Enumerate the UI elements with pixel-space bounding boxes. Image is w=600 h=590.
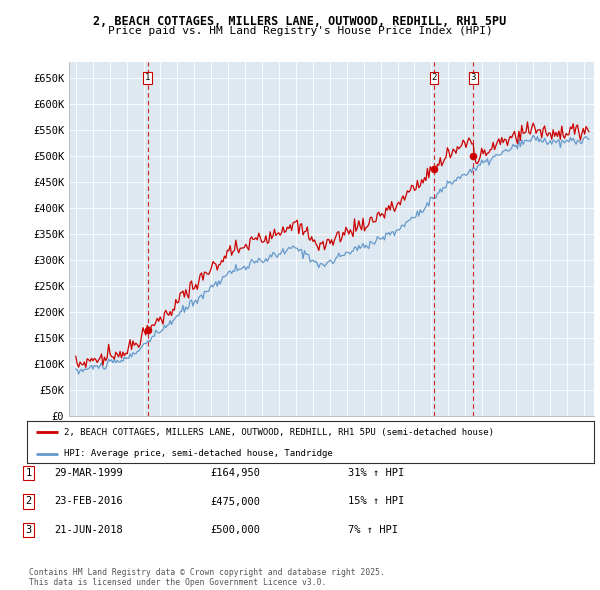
Text: 23-FEB-2016: 23-FEB-2016	[54, 497, 123, 506]
Text: £500,000: £500,000	[210, 525, 260, 535]
Text: 2, BEACH COTTAGES, MILLERS LANE, OUTWOOD, REDHILL, RH1 5PU: 2, BEACH COTTAGES, MILLERS LANE, OUTWOOD…	[94, 15, 506, 28]
Text: £164,950: £164,950	[210, 468, 260, 478]
Text: 1: 1	[145, 73, 150, 83]
Text: 31% ↑ HPI: 31% ↑ HPI	[348, 468, 404, 478]
Text: 3: 3	[26, 525, 32, 535]
Text: 2, BEACH COTTAGES, MILLERS LANE, OUTWOOD, REDHILL, RH1 5PU (semi-detached house): 2, BEACH COTTAGES, MILLERS LANE, OUTWOOD…	[64, 428, 494, 437]
Text: 3: 3	[470, 73, 476, 83]
Text: 2: 2	[26, 497, 32, 506]
Text: 7% ↑ HPI: 7% ↑ HPI	[348, 525, 398, 535]
Text: 1: 1	[26, 468, 32, 478]
Text: 2: 2	[431, 73, 437, 83]
Text: 29-MAR-1999: 29-MAR-1999	[54, 468, 123, 478]
Text: 15% ↑ HPI: 15% ↑ HPI	[348, 497, 404, 506]
Text: Contains HM Land Registry data © Crown copyright and database right 2025.
This d: Contains HM Land Registry data © Crown c…	[29, 568, 385, 587]
Text: £475,000: £475,000	[210, 497, 260, 506]
Text: Price paid vs. HM Land Registry's House Price Index (HPI): Price paid vs. HM Land Registry's House …	[107, 26, 493, 36]
Text: HPI: Average price, semi-detached house, Tandridge: HPI: Average price, semi-detached house,…	[64, 450, 332, 458]
Text: 21-JUN-2018: 21-JUN-2018	[54, 525, 123, 535]
